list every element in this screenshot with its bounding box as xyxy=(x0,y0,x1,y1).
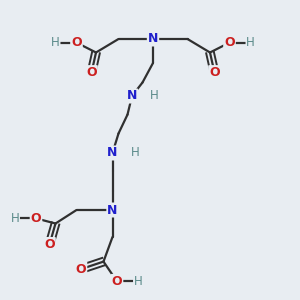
Text: O: O xyxy=(31,212,41,225)
Text: N: N xyxy=(107,203,118,217)
Text: H: H xyxy=(130,146,140,160)
Text: H: H xyxy=(134,275,142,288)
Text: O: O xyxy=(44,238,55,251)
Text: N: N xyxy=(107,146,118,160)
Text: O: O xyxy=(71,36,82,49)
Text: N: N xyxy=(127,89,137,103)
Text: O: O xyxy=(209,66,220,79)
Text: O: O xyxy=(224,36,235,49)
Text: O: O xyxy=(112,275,122,288)
Text: O: O xyxy=(76,262,86,276)
Text: O: O xyxy=(86,66,97,79)
Text: H: H xyxy=(51,36,60,49)
Text: H: H xyxy=(150,89,159,103)
Text: H: H xyxy=(11,212,20,225)
Text: N: N xyxy=(148,32,158,46)
Text: H: H xyxy=(246,36,255,49)
